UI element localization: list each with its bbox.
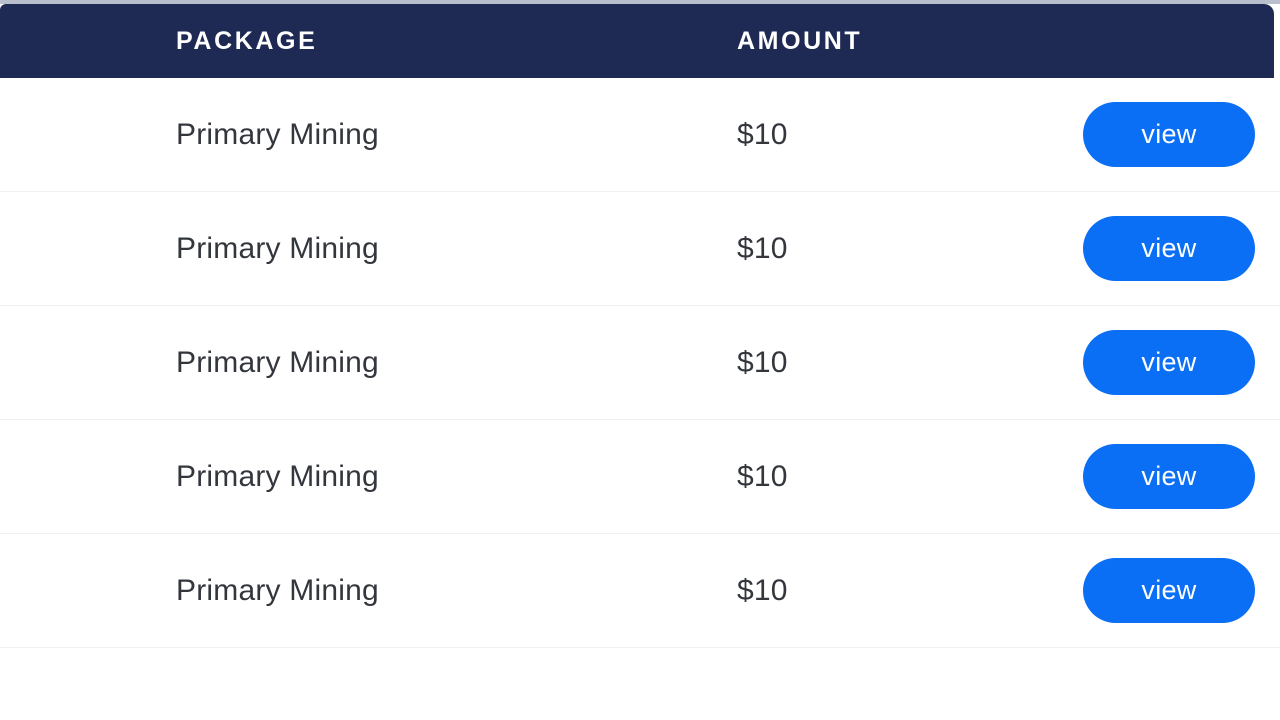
cell-amount-value: $10 (737, 460, 788, 493)
cell-amount-value: $10 (737, 118, 788, 151)
top-edge-strip (0, 0, 1280, 4)
view-button[interactable]: view (1083, 558, 1255, 623)
cell-package-name: Primary Mining (176, 574, 379, 607)
table-row: Primary Mining $10 view (0, 420, 1280, 534)
view-button[interactable]: view (1083, 330, 1255, 395)
cell-action: view (1083, 420, 1255, 533)
column-header-package: PACKAGE (176, 27, 318, 55)
view-button[interactable]: view (1083, 216, 1255, 281)
cell-package-name: Primary Mining (176, 232, 379, 265)
table-row: Primary Mining $10 view (0, 306, 1280, 420)
cell-action: view (1083, 192, 1255, 305)
table-header-bar: PACKAGE AMOUNT (0, 4, 1274, 78)
table-body: Primary Mining $10 view Primary Mining $10 vi… (0, 78, 1280, 648)
cell-action: view (1083, 534, 1255, 647)
cell-amount-value: $10 (737, 346, 788, 379)
cell-amount-value: $10 (737, 232, 788, 265)
cell-package-name: Primary Mining (176, 460, 379, 493)
view-button[interactable]: view (1083, 102, 1255, 167)
table-row: Primary Mining $10 view (0, 78, 1280, 192)
view-button[interactable]: view (1083, 444, 1255, 509)
table-row: Primary Mining $10 view (0, 192, 1280, 306)
cell-package-name: Primary Mining (176, 346, 379, 379)
column-header-amount: AMOUNT (737, 27, 863, 55)
table-row: Primary Mining $10 view (0, 534, 1280, 648)
cell-amount-value: $10 (737, 574, 788, 607)
cell-package-name: Primary Mining (176, 118, 379, 151)
cell-action: view (1083, 306, 1255, 419)
cell-action: view (1083, 78, 1255, 191)
